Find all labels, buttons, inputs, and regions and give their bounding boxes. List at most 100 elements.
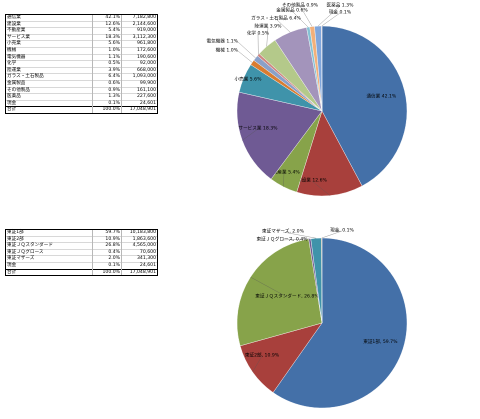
table-total-row: 合計 100.0% 17,048,901	[5, 268, 158, 277]
sector-table: 通信業 42.1% 7,182,800 建設業 12.6% 2,144,600 不動産業 5.…	[5, 14, 158, 114]
table-row: 建設業 12.6% 2,144,600	[5, 20, 158, 28]
slice-data-label: 東証マザーズ, 2.0%	[262, 228, 305, 235]
table-row: 陸運業 3.9% 668,000	[5, 66, 158, 74]
table-row-label: 建設業	[5, 20, 93, 28]
table-row-amount: 70,600	[121, 248, 158, 256]
table-row-percent: 0.9%	[92, 86, 122, 94]
table-row-percent: 42.1%	[92, 14, 122, 22]
label-leader-line	[317, 5, 341, 27]
table-row: 東証2部 10.9% 1,863,600	[5, 235, 158, 243]
table-row-amount: 668,000	[121, 66, 158, 74]
table-row-percent: 0.4%	[92, 248, 122, 256]
table-row-amount: 172,600	[121, 46, 158, 55]
table-row: その他製品 0.9% 161,100	[5, 86, 158, 94]
table-row-amount: 1,093,000	[121, 73, 158, 81]
table-row: 機械 1.0% 172,600	[5, 46, 158, 55]
label-leader-line	[242, 128, 259, 141]
table-row-amount: 2,144,600	[121, 20, 158, 28]
slice-data-label: 通信業 42.1%	[366, 93, 396, 100]
slice-data-label: 機械 1.0%	[216, 47, 239, 54]
table-row-percent: 59.7%	[92, 229, 122, 237]
table-row-label: 医薬品	[5, 93, 93, 101]
table-row-percent: 2.0%	[92, 255, 122, 263]
table-row-percent: 6.4%	[92, 73, 122, 81]
label-leader-line	[282, 231, 317, 239]
table-row-label: 金属製品	[5, 79, 93, 88]
table-total-row-percent: 100.0%	[92, 106, 122, 114]
table-row: サービス業 18.3% 3,112,300	[5, 33, 158, 41]
label-leader-line	[291, 10, 309, 28]
table-row-amount: 3,112,300	[121, 33, 158, 41]
table-row-amount: 190,600	[121, 53, 158, 61]
table-row-percent: 1.0%	[92, 46, 122, 55]
table-row-label: 化学	[5, 60, 93, 68]
label-leader-line	[311, 180, 331, 196]
table-row-label: 東証1部	[5, 229, 93, 237]
table-row-label: 現金	[5, 261, 93, 270]
slice-data-label: 金属製品 0.6%	[276, 7, 308, 14]
slice-data-label: 医薬品 1.3%	[327, 2, 355, 9]
table-row-percent: 0.6%	[92, 79, 122, 88]
table-row-amount: 24,601	[121, 99, 158, 107]
slice-data-label: 東証ＪＱグロース, 0.4%	[256, 236, 308, 243]
table-row: 不動産業 5.4% 919,000	[5, 27, 158, 35]
slice-data-label: その他製品 0.9%	[282, 2, 319, 9]
table-total-row-amount: 17,048,901	[121, 106, 158, 114]
label-leader-line	[299, 5, 313, 27]
table-row-amount: 4,565,000	[121, 242, 158, 250]
table-row: 化学 0.5% 92,000	[5, 60, 158, 68]
table-row-percent: 0.1%	[92, 99, 122, 107]
table-row-label: 機械	[5, 46, 93, 55]
table-row-percent: 1.3%	[92, 93, 122, 101]
slice-data-label: 東証ＪＱスタンダード, 26.8%	[255, 293, 319, 300]
label-leader-line	[321, 230, 343, 239]
table-row-amount: 99,900	[121, 79, 158, 88]
table-row-label: 不動産業	[5, 27, 93, 35]
table-row-amount: 10,183,800	[121, 229, 158, 237]
table-row: 金属製品 0.6% 99,900	[5, 79, 158, 88]
table-row-label: 陸運業	[5, 66, 93, 74]
label-leader-line	[252, 355, 263, 373]
table-row-percent: 1.1%	[92, 53, 122, 61]
table-row-percent: 5.4%	[92, 27, 122, 35]
table-row-label: サービス業	[5, 33, 93, 41]
table-row-label: 東証マザーズ	[5, 255, 93, 263]
table-row-amount: 227,600	[121, 93, 158, 101]
label-leader-line	[281, 238, 310, 241]
table-total-row-label: 合計	[5, 268, 93, 277]
table-row-label: その他製品	[5, 86, 93, 94]
table-row: 東証マザーズ 2.0% 341,300	[5, 255, 158, 263]
slice-data-label: 建設業 12.6%	[297, 177, 327, 184]
market-table: 東証1部 59.7% 10,183,800 東証2部 10.9% 1,863,600 東証Ｊ…	[5, 229, 158, 277]
table-row-label: 現金	[5, 99, 93, 107]
slice-data-label: 東証1部, 59.7%	[363, 338, 398, 345]
label-leader-line	[237, 50, 253, 63]
table-total-row-label: 合計	[5, 106, 93, 114]
table-row-label: 東証ＪＱスタンダード	[5, 242, 93, 250]
table-row-amount: 1,863,600	[121, 235, 158, 243]
table-row-amount: 919,000	[121, 27, 158, 35]
table-row: 通信業 42.1% 7,182,800	[5, 14, 158, 22]
table-row-amount: 24,601	[121, 261, 158, 270]
table-row: 東証ＪＱグロース 0.4% 70,600	[5, 248, 158, 256]
table-row: ガラス・土石製品 6.4% 1,093,000	[5, 73, 158, 81]
table-row: 東証1部 59.7% 10,183,800	[5, 229, 158, 237]
pie-slice	[272, 237, 408, 409]
table-row-amount: 341,300	[121, 255, 158, 263]
slice-data-label: サービス業 18.3%	[238, 125, 278, 132]
pie-slice	[321, 25, 408, 187]
table-row-percent: 26.8%	[92, 242, 122, 250]
table-row-label: 通信業	[5, 14, 93, 22]
table-row-amount: 92,000	[121, 60, 158, 68]
table-total-row: 合計 100.0% 17,048,901	[5, 106, 158, 114]
label-leader-line	[243, 77, 249, 81]
table-row-label: ガラス・土石製品	[5, 73, 93, 81]
table-row-label: 電気機器	[5, 53, 93, 61]
table-row-percent: 3.9%	[92, 66, 122, 74]
table-row-label: 小売業	[5, 40, 93, 48]
table-row: 電気機器 1.1% 190,600	[5, 53, 158, 61]
slice-data-label: 現金, 0.1%	[330, 227, 354, 234]
table-row-percent: 12.6%	[92, 20, 122, 28]
table-row-percent: 0.1%	[92, 261, 122, 270]
